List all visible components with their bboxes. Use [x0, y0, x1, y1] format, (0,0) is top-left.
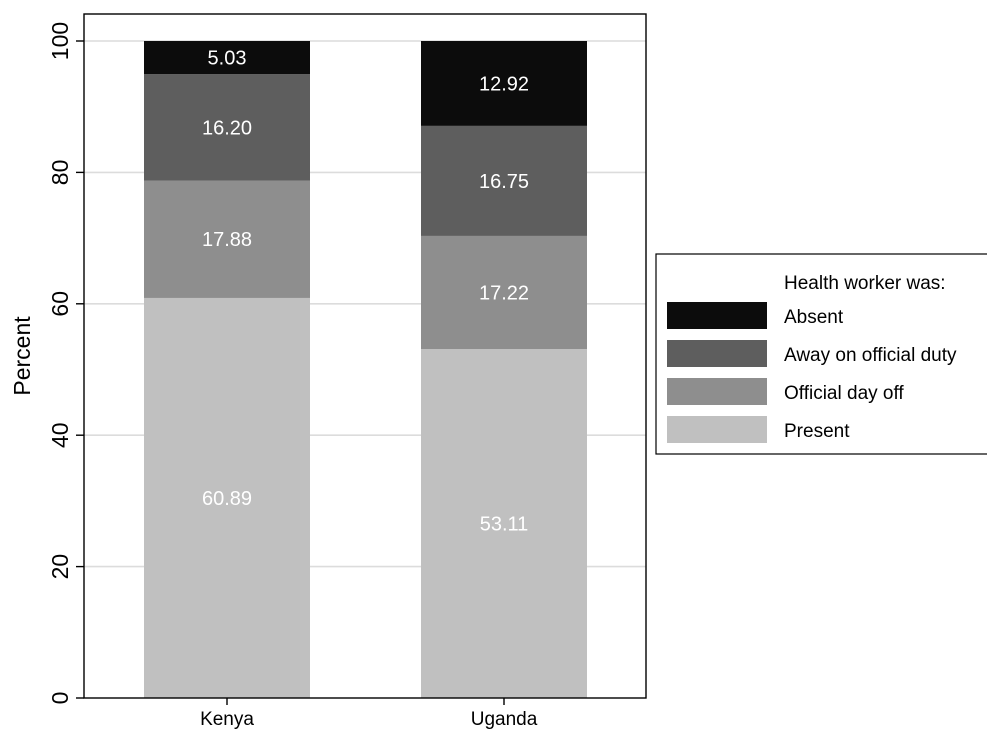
- axes: 0 20 40 60 80 100 Kenya Uganda: [47, 22, 538, 730]
- y-tick-label: 40: [47, 422, 73, 448]
- bars: [144, 41, 587, 698]
- legend-label: Present: [784, 421, 850, 442]
- bar-segment: [421, 235, 587, 350]
- legend-label: Official day off: [784, 383, 904, 404]
- data-label: 53.11: [480, 514, 529, 536]
- y-tick-label: 60: [47, 291, 73, 317]
- legend-swatch: [667, 340, 767, 367]
- legend: Health worker was: Absent Away on official…: [655, 253, 987, 455]
- legend-title: Health worker was:: [784, 273, 946, 294]
- x-tick-label: Uganda: [471, 709, 538, 730]
- y-tick-label: 20: [47, 554, 73, 580]
- data-label: 17.22: [479, 282, 529, 304]
- data-labels: 60.89 17.88 16.20 5.03 53.11 17.22 16.75 12.92: [202, 48, 529, 536]
- data-label: 12.92: [479, 73, 529, 95]
- legend-swatch: [667, 302, 767, 329]
- bar-segment: [144, 180, 310, 298]
- legend-label: Absent: [784, 307, 844, 328]
- legend-swatch: [667, 416, 767, 443]
- bar-segment: [421, 125, 587, 236]
- bar-segment: [144, 74, 310, 181]
- data-label: 16.20: [202, 117, 252, 139]
- bar-segment: [144, 297, 310, 698]
- data-label: 16.75: [479, 171, 529, 193]
- y-tick-label: 80: [47, 160, 73, 186]
- plot-frame: [83, 13, 647, 699]
- bar-segment: [421, 349, 587, 698]
- legend-label: Away on official duty: [784, 345, 957, 366]
- bar-segment: [144, 41, 310, 75]
- y-tick-label: 100: [47, 22, 73, 60]
- data-label: 5.03: [208, 48, 247, 70]
- data-label: 17.88: [202, 229, 252, 251]
- data-label: 60.89: [202, 488, 252, 510]
- bar-segment: [421, 41, 587, 126]
- y-axis-title: Percent: [9, 316, 35, 396]
- legend-swatch: [667, 378, 767, 405]
- y-tick-label: 0: [47, 692, 73, 705]
- x-tick-label: Kenya: [200, 709, 254, 730]
